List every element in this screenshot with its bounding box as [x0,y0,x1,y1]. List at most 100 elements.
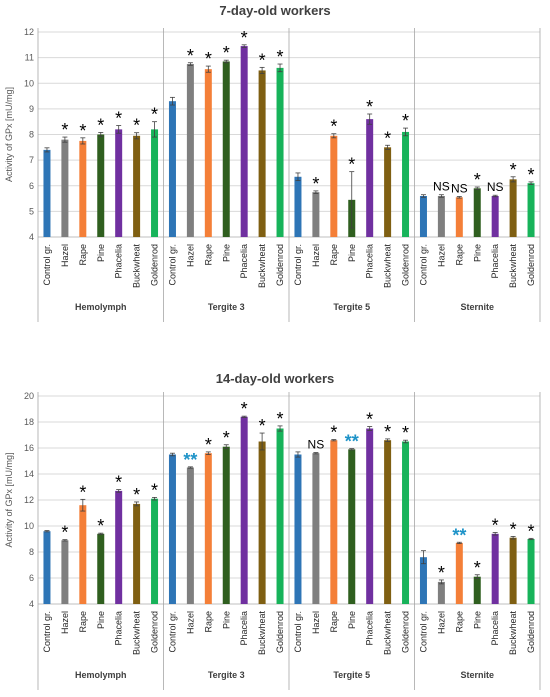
group-label: Hemolymph [75,302,127,312]
bar [384,147,392,237]
significance-label: * [384,422,391,442]
x-tick-label: Phacelia [239,244,249,279]
x-tick-label: Hazel [436,244,446,267]
y-tick-label: 5 [29,206,34,216]
x-tick-label: Goldenrod [150,244,160,286]
bar [204,69,212,237]
bar [258,70,266,237]
significance-label: NS [308,438,325,452]
x-tick-label: Goldenrod [526,244,536,286]
bar [473,188,481,237]
significance-label: * [259,416,266,436]
x-tick-label: Pine [347,244,357,262]
y-tick-label: 8 [29,130,34,140]
y-tick-label: 4 [29,232,34,242]
bar [527,183,535,237]
bar [473,576,481,604]
x-tick-label: Rape [203,244,213,266]
bar [186,467,194,604]
bar [222,446,230,604]
bar [133,503,141,604]
bar [115,129,123,237]
x-tick-label: Control gr. [418,244,428,286]
y-tick-label: 14 [24,469,34,479]
x-tick-label: Buckwheat [257,244,267,289]
x-tick-label: Phacelia [365,611,375,646]
significance-label: * [492,516,499,536]
y-tick-label: 18 [24,417,34,427]
significance-label: * [366,97,373,117]
x-tick-label: Pine [96,611,106,629]
group-label: Tergite 5 [333,302,370,312]
y-tick-label: 16 [24,443,34,453]
bar [527,539,535,604]
x-tick-label: Control gr. [42,244,52,286]
x-tick-label: Buckwheat [257,611,267,656]
x-tick-label: Control gr. [418,611,428,653]
bar [43,531,51,604]
x-tick-label: Rape [203,611,213,633]
x-tick-label: Pine [472,244,482,262]
bar [222,61,230,237]
bar [366,428,374,604]
group-label: Sternite [460,302,494,312]
significance-label: * [223,43,230,63]
significance-label: * [438,563,445,583]
x-tick-label: Hazel [311,244,321,267]
bar [491,196,499,237]
bar [312,192,320,237]
bar [61,139,69,237]
group-label: Tergite 5 [333,670,370,680]
significance-label: ** [183,450,197,470]
significance-label: ** [452,525,466,545]
x-tick-label: Hazel [60,244,70,267]
x-tick-label: Phacelia [490,244,500,279]
bar [294,176,302,237]
group-label: Hemolymph [75,670,127,680]
x-tick-label: Hazel [185,244,195,267]
significance-label: * [366,410,373,430]
chart-title: 7-day-old workers [219,3,330,18]
chart-title: 14-day-old workers [216,371,335,386]
significance-label: * [277,47,284,67]
group-label: Tergite 3 [208,302,245,312]
significance-label: NS [433,180,450,194]
bar [61,540,69,604]
x-tick-label: Phacelia [114,244,124,279]
bar [151,129,159,237]
x-tick-label: Pine [221,244,231,262]
bar [97,533,105,604]
y-axis-label: Activity of GPx [mU/mg] [4,87,14,182]
y-tick-label: 6 [29,573,34,583]
bar [43,149,51,237]
x-tick-label: Buckwheat [132,244,142,289]
x-tick-label: Goldenrod [526,611,536,653]
bar [79,505,87,604]
significance-label: * [79,482,86,502]
chart-panel-2: 14-day-old workers 4 6 8 10 12 14 16 18 20 Activit… [4,371,541,690]
significance-label: * [97,516,104,536]
x-tick-label: Buckwheat [383,244,393,289]
x-tick-label: Pine [96,244,106,262]
significance-label: NS [487,180,504,194]
bar [330,440,338,604]
x-tick-label: Rape [78,244,88,266]
significance-label: * [79,121,86,141]
bar [366,119,374,237]
x-tick-label: Buckwheat [132,611,142,656]
x-tick-label: Control gr. [167,244,177,286]
significance-label: * [312,174,319,194]
significance-label: * [330,117,337,137]
significance-label: * [61,523,68,543]
significance-label: * [115,473,122,493]
bar [455,197,463,237]
significance-label: * [277,409,284,429]
bar [186,64,194,237]
bar [455,542,463,604]
significance-label: * [402,111,409,131]
bar [509,179,517,237]
significance-label: * [384,128,391,148]
bar [204,453,212,604]
bar [294,454,302,604]
y-tick-label: 11 [25,53,34,63]
